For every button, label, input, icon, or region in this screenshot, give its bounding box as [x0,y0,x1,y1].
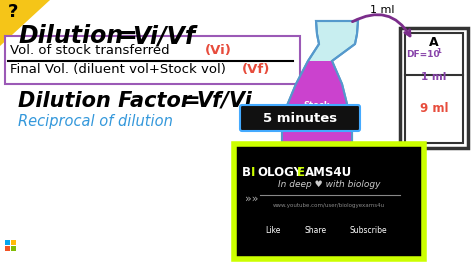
Polygon shape [282,21,358,144]
Text: »»: »» [245,194,258,204]
FancyBboxPatch shape [234,144,424,259]
Text: www.youtube.com/user/biologyexams4u: www.youtube.com/user/biologyexams4u [273,203,385,208]
Text: OLOGY: OLOGY [257,166,302,179]
Text: Final Vol. (diluent vol+Stock vol): Final Vol. (diluent vol+Stock vol) [10,63,230,76]
Text: Vi/Vf: Vi/Vf [132,24,195,48]
Text: I: I [251,166,255,179]
Text: Subscribe: Subscribe [350,226,388,235]
Text: Stock
Culture: Stock Culture [300,101,335,121]
Text: =: = [183,91,201,111]
Text: A: A [429,36,439,49]
Bar [11,240,16,245]
Text: Vol. of stock transferred: Vol. of stock transferred [10,44,174,57]
Text: 1 ml: 1 ml [370,5,394,15]
Text: B: B [242,166,251,179]
Text: Like: Like [265,226,281,235]
Polygon shape [0,0,50,46]
FancyBboxPatch shape [240,105,360,131]
Bar [5,246,10,251]
Text: 1 ml: 1 ml [421,72,447,82]
Text: Vf/Vi: Vf/Vi [196,91,252,111]
Text: AMS4U: AMS4U [305,166,352,179]
Text: =: = [118,24,138,48]
Text: 1: 1 [436,48,441,54]
Text: 5 minutes: 5 minutes [263,111,337,124]
Text: Share: Share [305,226,327,235]
Text: In deep ♥ with biology: In deep ♥ with biology [278,180,380,189]
Bar [5,240,10,245]
Text: ?: ? [8,3,18,21]
Polygon shape [282,61,352,144]
Text: Dilution: Dilution [18,24,123,48]
Text: DF=10: DF=10 [406,50,439,59]
Text: Dilution Factor: Dilution Factor [18,91,191,111]
Text: 9 ml: 9 ml [420,102,448,115]
Text: (Vi): (Vi) [205,44,232,57]
Text: Reciprocal of dilution: Reciprocal of dilution [18,114,173,129]
Bar [400,28,468,148]
FancyBboxPatch shape [5,36,300,84]
Bar [405,33,463,143]
Bar [11,246,16,251]
Text: (Vf): (Vf) [242,63,270,76]
Text: E: E [297,166,305,179]
